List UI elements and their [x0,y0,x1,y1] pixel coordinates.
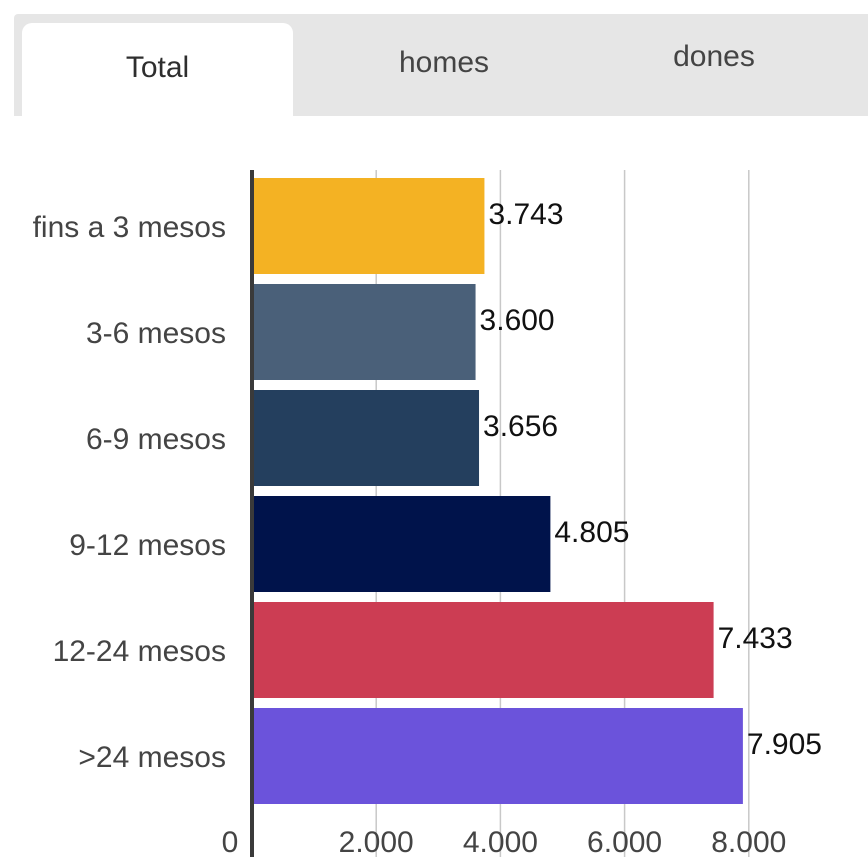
x-tick-label-0: 0 [222,826,239,857]
bar-3 [252,496,551,592]
tab-dones[interactable]: dones [579,14,849,116]
x-tick-label-4: 8.000 [711,826,786,857]
value-label-1: 3.600 [480,304,555,337]
bar-2 [252,390,480,486]
category-label-1: 3-6 mesos [86,317,226,350]
category-label-4: 12-24 mesos [53,635,226,668]
value-label-3: 4.805 [554,516,629,549]
value-label-5: 7.905 [747,728,822,761]
labels: fins a 3 mesos 3.743 3-6 mesos 3.600 6-9 mes… [33,198,822,857]
tab-dones-label: dones [673,40,755,73]
tab-bar: Total homes dones [14,14,868,116]
category-label-3: 9-12 mesos [69,529,226,562]
tab-total-label: Total [125,50,190,84]
value-label-2: 3.656 [483,410,558,443]
bar-chart: fins a 3 mesos 3.743 3-6 mesos 3.600 6-9 mes… [33,170,822,857]
tab-homes[interactable]: homes [309,14,579,116]
category-label-0: fins a 3 mesos [33,211,226,244]
bar-5 [252,708,743,804]
bar-0 [252,178,485,274]
category-label-5: >24 mesos [78,741,226,774]
value-label-4: 7.433 [718,622,793,655]
x-tick-label-2: 4.000 [463,826,538,857]
tab-total[interactable]: Total [22,23,293,116]
bar-4 [252,602,714,698]
bars [252,178,743,804]
bar-1 [252,284,476,380]
tab-homes-label: homes [398,46,490,79]
x-tick-label-1: 2.000 [339,826,414,857]
value-label-0: 3.743 [488,198,563,231]
category-label-2: 6-9 mesos [86,423,226,456]
x-tick-label-3: 6.000 [587,826,662,857]
